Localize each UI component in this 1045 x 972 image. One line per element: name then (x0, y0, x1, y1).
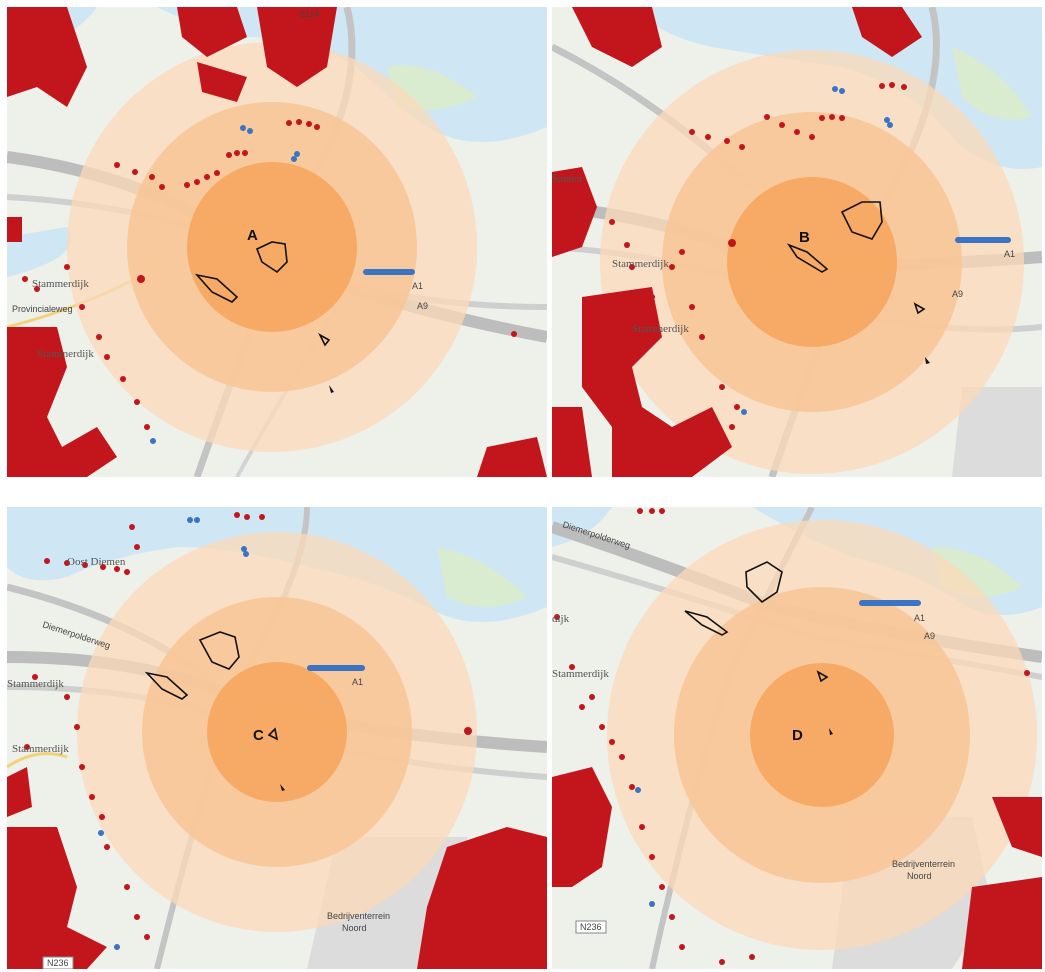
road-shield (42, 956, 74, 969)
map-d-svg: Diemerpolderweg dijk Stammerdijk A1 A9 B… (552, 507, 1042, 969)
water-area (7, 227, 71, 277)
red-building-cluster (552, 7, 922, 477)
red-point-markers (24, 512, 472, 940)
road-label: A1 (412, 281, 423, 291)
red-building-cluster (552, 767, 1042, 969)
blue-point-markers (98, 517, 365, 950)
road-label: Diemerpolderweg (41, 619, 111, 650)
inner-buffer-ring (750, 663, 894, 807)
place-label: Noord (907, 871, 932, 881)
place-label: Stammerdijk (37, 348, 94, 360)
industrial-area (952, 387, 1042, 477)
blue-point-markers (150, 125, 415, 444)
road-label: Provincialeweg (12, 304, 73, 314)
park-area (437, 547, 527, 607)
place-label: Stammerdijk (632, 323, 689, 335)
map-panel-b[interactable]: Stammerdijk Stammerdijk A1 A9 Santen B (552, 7, 1042, 477)
study-area-polygons (144, 631, 279, 741)
park-area (952, 47, 1032, 120)
place-label: Stammerdijk (32, 278, 89, 290)
site-letter-label: C (253, 727, 264, 744)
place-label: Bedrijventerrein (327, 911, 390, 921)
road-label: A9 (924, 631, 935, 641)
red-point-markers (609, 82, 907, 430)
provincial-road (7, 752, 68, 769)
site-letter-label: A (247, 227, 258, 244)
red-point-markers (22, 119, 517, 430)
road-label: N236 (580, 922, 602, 932)
blue-point-markers (741, 86, 1011, 415)
place-label: Bedrijventerrein (892, 859, 955, 869)
study-area-polygon (329, 385, 334, 393)
road-label: A1 (1004, 249, 1015, 259)
site-letter-label: B (799, 229, 810, 246)
place-label: Oost Diemen (67, 556, 126, 568)
place-label: Stammerdijk (12, 743, 69, 755)
study-area-polygons (194, 241, 331, 347)
place-label: Noord (342, 923, 367, 933)
map-c-svg: Oost Diemen Stammerdijk Stammerdijk Diem… (7, 507, 547, 969)
road-label: A1 (352, 677, 363, 687)
place-label: Stammerdijk (612, 258, 669, 270)
road-label: S114 (299, 9, 319, 19)
road-label: A9 (952, 289, 963, 299)
water-area (157, 7, 547, 142)
red-building-cluster (7, 767, 547, 969)
road-shield (575, 920, 607, 934)
inner-buffer-ring (207, 662, 347, 802)
red-point-markers (554, 508, 1030, 965)
study-area-polygons (786, 201, 926, 315)
place-label: dijk (552, 613, 570, 625)
inner-buffer-ring (187, 162, 357, 332)
map-panel-d[interactable]: Diemerpolderweg dijk Stammerdijk A1 A9 B… (552, 507, 1042, 969)
map-panel-c[interactable]: Oost Diemen Stammerdijk Stammerdijk Diem… (7, 507, 547, 969)
road-label: N236 (47, 958, 69, 968)
study-area-polygon (829, 728, 833, 735)
map-panel-a[interactable]: Stammerdijk Stammerdijk A1 A9 Provincial… (7, 7, 547, 477)
map-b-svg: Stammerdijk Stammerdijk A1 A9 Santen B (552, 7, 1042, 477)
study-area-polygon (925, 357, 930, 364)
road-label: A9 (417, 301, 428, 311)
study-area-polygon (280, 784, 285, 791)
place-label: Stammerdijk (552, 668, 609, 680)
road-label: A1 (914, 613, 925, 623)
study-area-polygons (684, 561, 829, 683)
red-building-cluster (7, 7, 547, 477)
blue-point-markers (635, 600, 921, 907)
inner-buffer-ring (727, 177, 897, 347)
place-label: Stammerdijk (7, 678, 64, 690)
map-a-svg: Stammerdijk Stammerdijk A1 A9 Provincial… (7, 7, 547, 477)
site-letter-label: D (792, 727, 803, 744)
place-label: Santen (552, 173, 582, 185)
